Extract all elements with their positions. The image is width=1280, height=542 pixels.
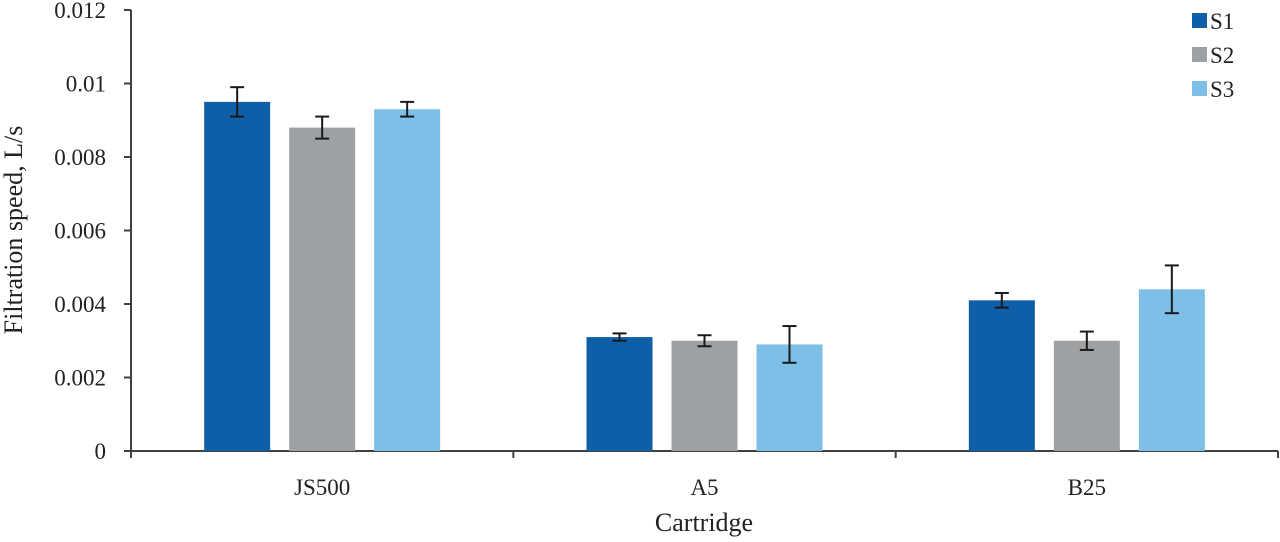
y-tick-label: 0.004 [54, 292, 106, 317]
y-tick-label: 0.008 [54, 145, 106, 170]
y-tick-label: 0.01 [66, 72, 106, 97]
legend-label: S3 [1210, 77, 1234, 102]
x-tick-label: B25 [1068, 475, 1106, 500]
bar-S1-JS500 [204, 101, 271, 451]
bar-S2-B25 [1053, 340, 1120, 451]
y-axis-title: Filtration speed, L/s [0, 126, 28, 335]
legend: S1 S2 S3 [1192, 9, 1234, 102]
y-tick-label: 0 [95, 439, 107, 464]
bar-S2-A5 [671, 340, 738, 451]
x-tick-label: A5 [690, 475, 718, 500]
x-axis: JS500 A5 B25 [130, 450, 1279, 500]
bars [204, 101, 1205, 451]
y-tick-label: 0.006 [54, 219, 106, 244]
bar-S2-JS500 [289, 127, 356, 451]
error-bars [230, 86, 1179, 364]
y-tick-label: 0.012 [54, 0, 106, 23]
y-tick-label: 0.002 [54, 366, 106, 391]
bar-S3-JS500 [374, 109, 441, 451]
legend-swatch-S2 [1192, 47, 1207, 62]
bar-S1-A5 [586, 337, 653, 451]
legend-swatch-S1 [1192, 13, 1207, 28]
x-axis-title: Cartridge [655, 508, 753, 537]
legend-label: S2 [1210, 43, 1234, 68]
x-tick-label: JS500 [294, 475, 350, 500]
bar-S3-B25 [1138, 289, 1205, 451]
legend-label: S1 [1210, 9, 1234, 34]
legend-swatch-S3 [1192, 81, 1207, 96]
bar-S1-B25 [968, 300, 1035, 451]
y-axis: 0 0.002 0.004 0.006 0.008 0.01 0.012 [54, 0, 132, 464]
